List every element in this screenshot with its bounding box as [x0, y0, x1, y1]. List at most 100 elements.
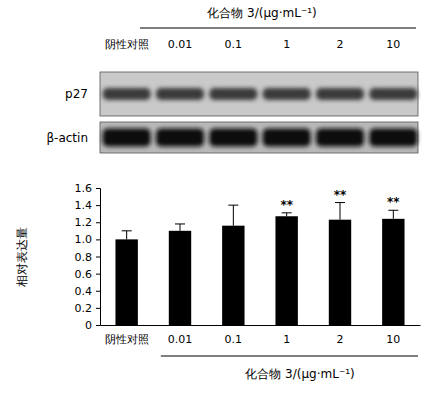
x-tick-label: 0.1	[225, 333, 243, 346]
error-bar-stem	[340, 203, 341, 220]
x-tick: 1	[283, 325, 290, 346]
blot-band	[103, 129, 151, 147]
x-axis-line	[101, 325, 421, 326]
y-tick: 0	[85, 319, 100, 332]
y-tick-mark	[96, 274, 100, 275]
y-tick-mark	[96, 239, 100, 240]
blot-row-label: p27	[65, 87, 88, 101]
blot-band	[316, 88, 364, 100]
blot-band	[369, 129, 417, 147]
blot-band	[209, 129, 257, 147]
blot-row-label: β-actin	[46, 131, 88, 145]
x-tick: 0.1	[225, 325, 243, 346]
blot-header-rule	[140, 28, 416, 29]
y-tick: 0.2	[75, 302, 101, 315]
error-bar-cap	[175, 223, 185, 224]
blot-band	[316, 129, 364, 147]
y-tick-mark	[96, 325, 100, 326]
blot-band	[263, 88, 311, 100]
x-tick-label: 1	[283, 333, 290, 346]
x-tick: 阴性对照	[105, 325, 149, 346]
y-tick-mark	[96, 257, 100, 258]
error-bar-stem	[126, 231, 127, 240]
y-tick: 1.4	[75, 199, 101, 212]
error-bar-cap	[335, 202, 345, 203]
x-tick-label: 阴性对照	[105, 333, 149, 346]
y-tick: 0.4	[75, 285, 101, 298]
bar	[222, 226, 244, 325]
y-tick-mark	[96, 222, 100, 223]
lane-label: 0.1	[225, 38, 243, 51]
x-tick-label: 2	[337, 333, 344, 346]
x-tick: 2	[337, 325, 344, 346]
y-tick-label: 1.2	[75, 216, 93, 229]
error-bar-cap	[282, 212, 292, 213]
error-bar	[335, 203, 345, 220]
y-tick: 0.6	[75, 268, 101, 281]
lane-label: 0.01	[168, 38, 193, 51]
bar	[382, 219, 404, 325]
y-tick-label: 0.4	[75, 285, 93, 298]
error-bar	[228, 205, 238, 226]
bar	[329, 220, 351, 325]
y-tick-mark	[96, 291, 100, 292]
significance-label: **	[387, 195, 400, 209]
x-tick-label: 0.01	[168, 333, 193, 346]
y-tick: 1.0	[75, 233, 101, 246]
y-tick-mark	[96, 188, 100, 189]
error-bar-stem	[393, 210, 394, 219]
blot-band	[156, 88, 204, 100]
error-bar-stem	[286, 213, 287, 216]
y-tick-label: 0.2	[75, 302, 93, 315]
blot-membrane	[100, 122, 418, 153]
figure: 化合物 3/(μg·mL⁻¹)阴性对照0.010.11210p27β-actin…	[0, 0, 423, 397]
error-bar	[388, 210, 398, 219]
y-tick-mark	[96, 205, 100, 206]
blot-header: 化合物 3/(μg·mL⁻¹)	[207, 6, 316, 20]
y-tick-label: 1.6	[75, 182, 93, 195]
blot-bands	[103, 88, 418, 100]
y-axis: 0 0.2 0.4 0.6 0.8 1.0 1.2 1.4 1.6	[75, 182, 101, 332]
x-group-rule	[161, 356, 418, 357]
error-bar-cap	[228, 205, 238, 206]
y-tick-label: 0.8	[75, 251, 93, 264]
bar	[115, 239, 137, 325]
bar	[169, 231, 191, 325]
blot-bands	[103, 129, 418, 147]
bars	[115, 203, 404, 325]
x-tick-label: 10	[386, 333, 400, 346]
error-bar-cap	[122, 230, 132, 231]
error-bar	[122, 231, 132, 240]
y-tick: 1.2	[75, 216, 101, 229]
blot-band	[156, 129, 204, 147]
error-bar-cap	[388, 210, 398, 211]
lane-label: 阴性对照	[105, 38, 149, 51]
y-tick-label: 0.6	[75, 268, 93, 281]
y-tick: 0.8	[75, 251, 101, 264]
lane-label: 1	[283, 38, 290, 51]
x-tick: 10	[386, 325, 400, 346]
bar	[275, 216, 297, 325]
lane-label: 2	[337, 38, 344, 51]
significance-label: **	[334, 188, 347, 202]
y-axis-title: 相对表达量	[15, 227, 29, 287]
error-bar	[175, 224, 185, 231]
y-tick-mark	[96, 308, 100, 309]
y-tick: 1.6	[75, 182, 101, 195]
blot-membrane	[100, 72, 418, 116]
significance-label: **	[280, 198, 293, 212]
blot-band	[263, 129, 311, 147]
blot-band	[369, 88, 417, 100]
y-tick-label: 0	[85, 319, 92, 332]
x-tick: 0.01	[168, 325, 193, 346]
x-axis-title: 化合物 3/(μg·mL⁻¹)	[245, 367, 354, 381]
lane-label: 10	[386, 38, 400, 51]
error-bar	[282, 213, 292, 216]
y-axis-line	[96, 189, 101, 326]
error-bar-stem	[180, 224, 181, 231]
blot-band	[103, 88, 151, 100]
blot-band	[209, 88, 257, 100]
error-bar-stem	[233, 205, 234, 226]
y-tick-label: 1.0	[75, 233, 93, 246]
x-axis: 阴性对照 0.01 0.1 1 2 10	[101, 325, 421, 346]
